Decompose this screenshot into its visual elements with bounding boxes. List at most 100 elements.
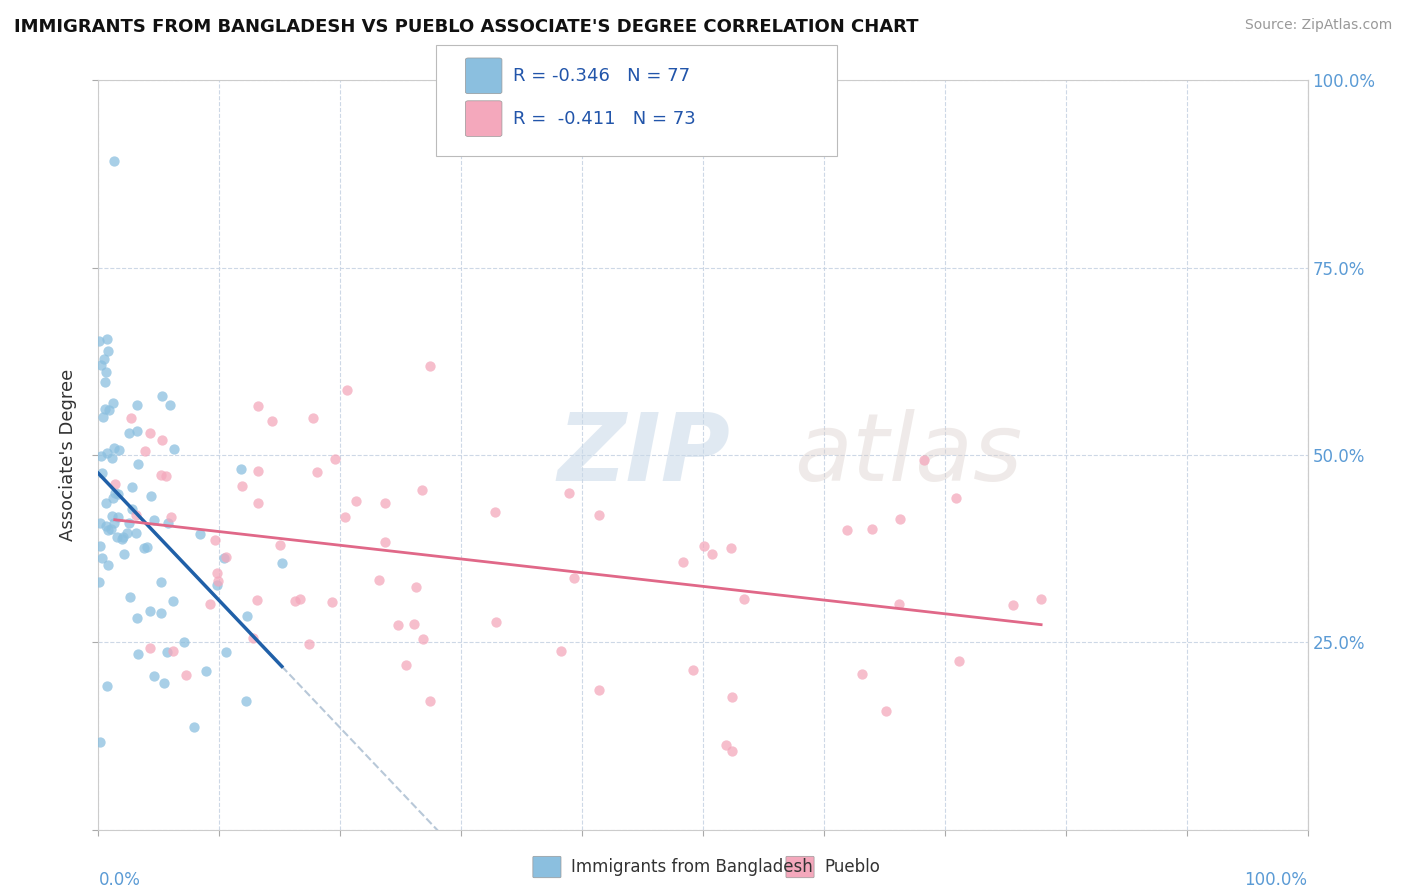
Point <box>558 485 581 500</box>
Point <box>246 399 269 413</box>
Point <box>207 574 229 588</box>
Point <box>101 396 124 410</box>
Point <box>103 516 125 530</box>
Point <box>246 464 269 478</box>
Point <box>125 611 148 625</box>
Point <box>242 631 264 645</box>
Point <box>336 383 359 397</box>
Point <box>111 530 134 544</box>
Point <box>89 539 111 553</box>
Point <box>173 635 195 649</box>
Point <box>91 466 114 480</box>
Point <box>152 676 174 690</box>
Point <box>368 573 391 587</box>
Point <box>163 442 186 457</box>
Point <box>835 523 858 537</box>
Point <box>94 375 117 389</box>
Point <box>111 533 134 547</box>
Point <box>335 510 357 524</box>
Point <box>143 669 166 683</box>
Point <box>103 442 125 456</box>
Point <box>344 494 367 508</box>
Point <box>96 446 118 460</box>
Point <box>127 458 149 472</box>
Point <box>1029 592 1052 607</box>
Point <box>205 577 228 591</box>
Point <box>96 333 118 347</box>
Point <box>96 679 118 693</box>
Point <box>107 487 129 501</box>
Point <box>269 538 291 552</box>
Point <box>139 640 162 655</box>
Text: Source: ZipAtlas.com: Source: ZipAtlas.com <box>1244 18 1392 32</box>
Point <box>405 580 427 594</box>
Point <box>118 591 141 605</box>
Point <box>588 508 610 523</box>
Point <box>136 540 159 554</box>
Point <box>96 365 118 379</box>
Point <box>720 541 742 555</box>
Text: IMMIGRANTS FROM BANGLADESH VS PUEBLO ASSOCIATE'S DEGREE CORRELATION CHART: IMMIGRANTS FROM BANGLADESH VS PUEBLO ASS… <box>14 18 918 36</box>
Point <box>550 644 572 658</box>
Point <box>94 519 117 533</box>
Point <box>127 647 149 661</box>
Point <box>117 526 139 541</box>
Point <box>134 541 156 555</box>
Point <box>302 411 325 425</box>
Point <box>101 509 124 524</box>
Point <box>912 452 935 467</box>
Point <box>305 465 328 479</box>
Point <box>1001 599 1024 613</box>
Point <box>412 632 434 646</box>
Point <box>94 402 117 417</box>
Point <box>889 512 911 526</box>
Point <box>108 443 131 458</box>
Point <box>215 645 238 659</box>
Point <box>89 516 111 530</box>
Text: atlas: atlas <box>793 409 1022 500</box>
Point <box>204 533 226 547</box>
Point <box>139 426 162 441</box>
Point <box>247 496 270 510</box>
Point <box>851 667 873 681</box>
Point <box>127 424 149 438</box>
Point <box>125 508 148 523</box>
Text: ZIP: ZIP <box>558 409 731 501</box>
Point <box>118 516 141 530</box>
Point <box>91 409 114 424</box>
Point <box>104 476 127 491</box>
Point <box>93 351 115 366</box>
Point <box>588 682 610 697</box>
Point <box>162 594 184 608</box>
Point <box>176 668 198 682</box>
Point <box>284 593 307 607</box>
Point <box>485 615 508 630</box>
Point <box>215 549 238 564</box>
Point <box>101 491 124 505</box>
Point <box>195 664 218 678</box>
Point <box>100 522 122 536</box>
Point <box>155 469 177 483</box>
Point <box>484 505 506 519</box>
Point <box>188 526 211 541</box>
Point <box>162 644 184 658</box>
Point <box>387 618 409 632</box>
Point <box>134 443 156 458</box>
Point <box>149 575 172 590</box>
Point <box>374 496 396 510</box>
Point <box>159 398 181 412</box>
Point <box>89 575 111 590</box>
Text: Pueblo: Pueblo <box>824 858 880 876</box>
Point <box>948 654 970 668</box>
Point <box>260 414 283 428</box>
Point <box>101 450 124 465</box>
Point <box>125 526 148 541</box>
Point <box>90 450 112 464</box>
Point <box>419 359 441 373</box>
Point <box>231 478 253 492</box>
Text: 100.0%: 100.0% <box>1244 871 1308 888</box>
Point <box>860 522 883 536</box>
Point <box>120 410 142 425</box>
Text: Immigrants from Bangladesh: Immigrants from Bangladesh <box>571 858 813 876</box>
Point <box>672 555 695 569</box>
